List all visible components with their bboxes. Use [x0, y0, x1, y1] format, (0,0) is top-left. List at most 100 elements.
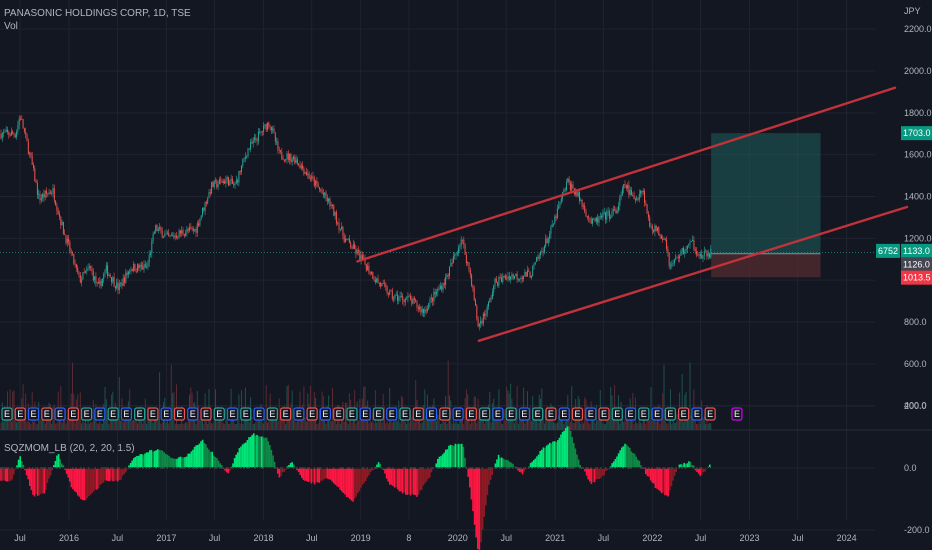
squeeze-dot	[137, 467, 139, 469]
candle-body	[304, 172, 306, 174]
candle-body	[235, 180, 237, 184]
candle-body	[653, 230, 655, 232]
indicator-legend[interactable]: SQZMOM_LB (20, 2, 20, 1.5)	[4, 443, 135, 454]
squeeze-dot	[299, 467, 301, 469]
squeeze-dot	[414, 467, 416, 469]
momentum-bar	[185, 456, 188, 468]
volume-bar	[263, 423, 265, 430]
candle-body	[582, 205, 584, 207]
momentum-bar	[73, 468, 76, 492]
long-position-zones[interactable]	[0, 133, 875, 278]
squeeze-dot	[203, 467, 205, 469]
squeeze-dot	[630, 467, 632, 469]
squeeze-dot	[579, 467, 581, 469]
candle-body	[142, 266, 144, 270]
volume-bar	[246, 413, 248, 430]
volume-bar	[605, 423, 606, 430]
squeeze-dot	[129, 467, 131, 469]
event-icon	[651, 407, 663, 421]
momentum-bar	[272, 455, 274, 468]
candle-body	[299, 164, 301, 169]
squeeze-dot	[142, 467, 144, 469]
candle-body	[114, 286, 116, 289]
candle-body	[564, 189, 566, 191]
volume-bar	[118, 377, 120, 430]
candle-body	[545, 238, 547, 247]
candle-body	[504, 276, 506, 279]
candle-body	[547, 238, 549, 244]
squeeze-dot	[195, 467, 197, 469]
momentum-bar	[75, 468, 77, 493]
volume-bar	[355, 423, 357, 430]
momentum-bar	[297, 468, 300, 472]
squeeze-dot	[401, 467, 403, 469]
candle-body	[451, 262, 453, 264]
chart-title[interactable]: PANASONIC HOLDINGS CORP, 1D, TSE	[4, 8, 191, 19]
momentum-bar	[691, 465, 693, 468]
candle-body	[172, 235, 174, 237]
squeeze-dot	[251, 467, 253, 469]
candle-body	[475, 299, 476, 306]
volume-bar	[98, 423, 99, 430]
squeeze-dot	[22, 467, 24, 469]
candle-body	[640, 190, 642, 195]
squeeze-dot	[116, 467, 119, 469]
candle-body	[680, 251, 682, 256]
squeeze-dot	[552, 467, 554, 469]
candle-body	[113, 277, 115, 287]
time-axis[interactable]: Jul 2016 Jul 2017 Jul 2018 Jul 2019 8 2020 Jul 2021…	[14, 533, 856, 543]
momentum-bar	[454, 443, 457, 468]
volume-bar	[566, 412, 567, 430]
squeeze-dot	[212, 467, 215, 469]
volume-bar	[381, 423, 383, 430]
momentum-bar	[520, 468, 522, 473]
candle-body	[295, 159, 297, 164]
candle-body	[60, 216, 62, 226]
candle-body	[208, 192, 210, 199]
volume-bar	[339, 423, 341, 430]
squeeze-dot	[99, 467, 101, 469]
candle-body	[546, 238, 548, 244]
candle-body	[290, 153, 292, 163]
volume-bar	[502, 423, 504, 430]
volume-bar	[237, 410, 239, 430]
candle-body	[406, 298, 408, 300]
volume-bar	[631, 418, 632, 430]
squeeze-dot	[422, 467, 424, 469]
squeeze-dot	[291, 467, 293, 469]
squeeze-dot	[94, 467, 96, 469]
event-icon	[704, 407, 716, 421]
candle-body	[685, 249, 687, 252]
momentum-bar	[288, 464, 290, 468]
momentum-bar	[192, 449, 194, 468]
time-tick-label: Jul	[112, 533, 124, 543]
candle-body	[215, 180, 216, 182]
momentum-bar	[507, 460, 509, 468]
momentum-bar	[173, 458, 175, 468]
candle-body	[217, 184, 219, 188]
momentum-bar	[630, 451, 633, 468]
volume-bar	[588, 422, 590, 430]
momentum-bar	[225, 468, 228, 473]
candle-body	[255, 137, 257, 140]
volume-bar	[120, 420, 122, 430]
candle-body	[454, 255, 456, 257]
channel-lines[interactable]	[356, 86, 909, 343]
candle-body	[567, 178, 569, 183]
channel-line-upper	[356, 86, 897, 263]
squeeze-dot	[641, 467, 643, 469]
momentum-bar	[29, 468, 31, 487]
squeeze-dot	[457, 467, 459, 469]
candle-body	[446, 275, 448, 278]
squeeze-dot	[200, 467, 202, 469]
time-tick-label: Jul	[792, 533, 804, 543]
momentum-bar	[689, 462, 692, 468]
volume-bar	[425, 417, 427, 430]
squeeze-dot	[502, 467, 504, 469]
squeeze-dot	[288, 467, 290, 469]
squeeze-dot	[419, 467, 421, 469]
momentum-bar	[672, 468, 674, 481]
volume-bar	[584, 397, 586, 430]
